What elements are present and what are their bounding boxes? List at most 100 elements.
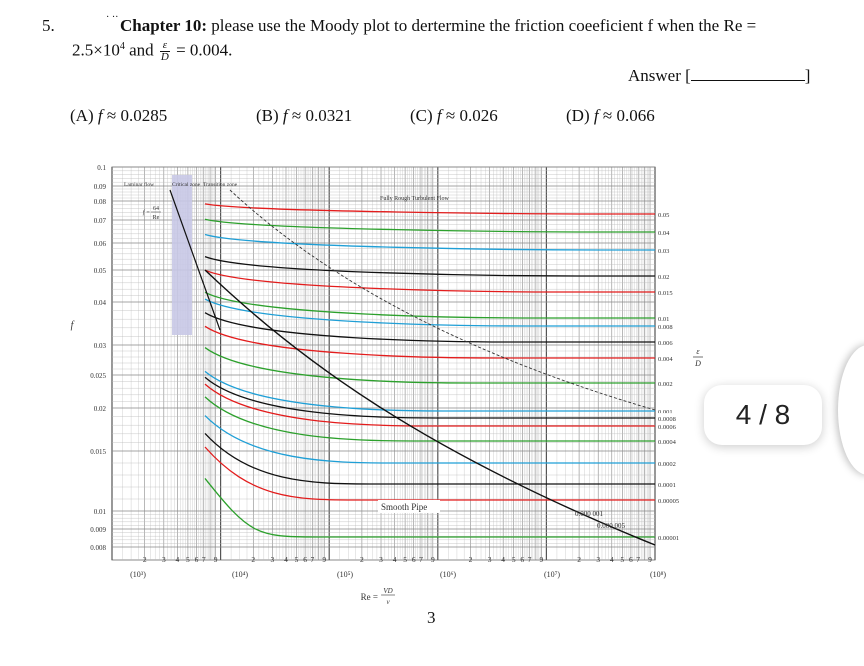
page-sep: / bbox=[759, 399, 767, 430]
answer-blank[interactable] bbox=[690, 66, 805, 81]
x-minor-tick: 9 bbox=[540, 555, 544, 564]
option-value: 0.0321 bbox=[305, 106, 353, 125]
x-minor-tick: 4 bbox=[284, 555, 288, 564]
option-symbol: f bbox=[593, 106, 599, 125]
roughness-curve bbox=[204, 415, 655, 464]
question-number: 5. bbox=[42, 16, 55, 35]
page-current: 4 bbox=[735, 399, 752, 430]
laminar-eq-lhs: f = bbox=[143, 209, 150, 216]
option-approx: ≈ bbox=[106, 106, 117, 125]
critical-zone-label: Critical zone bbox=[172, 182, 201, 188]
y-tick-label: 0.008 bbox=[90, 544, 106, 552]
tiny-roughness-label: 0.000 005 bbox=[597, 522, 626, 530]
roughness-label: 0.008 bbox=[658, 324, 673, 331]
right-label-bg bbox=[656, 458, 686, 467]
fully-rough-label: Fully Rough Turbulent Flow bbox=[380, 196, 450, 202]
option-letter: (A) bbox=[70, 106, 94, 125]
option-c[interactable]: (C) f ≈ 0.026 bbox=[410, 106, 498, 126]
option-letter: (B) bbox=[256, 106, 279, 125]
roughness-curve bbox=[204, 383, 655, 427]
chart-labels: 0.10.090.080.070.060.050.040.030.0250.02… bbox=[71, 164, 703, 606]
y-tick-label: 0.05 bbox=[94, 267, 107, 275]
rough-boundary-dashed bbox=[229, 189, 656, 411]
roughness-curve bbox=[204, 478, 655, 538]
decorative-marks: · ·· bbox=[106, 12, 119, 23]
y-tick-label: 0.08 bbox=[94, 198, 107, 206]
roughness-label: 0.0004 bbox=[658, 439, 677, 446]
re-num: VD bbox=[383, 587, 392, 595]
answer-field[interactable]: Answer [] bbox=[628, 66, 810, 86]
right-label-bg bbox=[656, 287, 686, 296]
x-minor-tick: 7 bbox=[636, 555, 640, 564]
page-total: 8 bbox=[774, 399, 791, 430]
x-minor-tick: 4 bbox=[176, 555, 180, 564]
fraction-denominator: D bbox=[160, 51, 169, 63]
option-symbol: f bbox=[436, 106, 442, 125]
x-minor-tick: 3 bbox=[596, 555, 600, 564]
roughness-label: 0.002 bbox=[658, 381, 673, 388]
x-minor-tick: 2 bbox=[577, 555, 581, 564]
x-minor-tick: 5 bbox=[186, 555, 190, 564]
option-letter: (D) bbox=[566, 106, 590, 125]
x-minor-tick: 3 bbox=[271, 555, 275, 564]
right-label-bg bbox=[656, 406, 686, 415]
roughness-curve bbox=[204, 269, 655, 293]
right-label-bg bbox=[656, 532, 686, 541]
roughness-curve bbox=[204, 255, 655, 277]
x-minor-tick: 6 bbox=[520, 555, 524, 564]
y-tick-label: 0.01 bbox=[94, 508, 107, 516]
x-decade-label: (10⁵) bbox=[337, 570, 353, 579]
x-minor-tick: 5 bbox=[620, 555, 624, 564]
right-axis-denominator: D bbox=[694, 359, 701, 368]
right-label-bg bbox=[656, 337, 686, 346]
x-decade-label: (10⁸) bbox=[650, 570, 666, 579]
x-minor-tick: 5 bbox=[512, 555, 516, 564]
reynolds-exponent: 4 bbox=[119, 40, 125, 52]
right-label-bg bbox=[656, 227, 686, 236]
x-minor-tick: 2 bbox=[251, 555, 255, 564]
y-axis-label: f bbox=[71, 320, 75, 331]
right-axis-numerator: ε bbox=[696, 347, 700, 356]
option-d[interactable]: (D) f ≈ 0.066 bbox=[566, 106, 655, 126]
option-b[interactable]: (B) f ≈ 0.0321 bbox=[256, 106, 352, 126]
right-label-bg bbox=[656, 321, 686, 330]
re-label: Re = bbox=[361, 592, 378, 602]
x-minor-tick: 5 bbox=[403, 555, 407, 564]
right-label-bg bbox=[656, 378, 686, 387]
x-minor-tick: 9 bbox=[322, 555, 326, 564]
option-letter: (C) bbox=[410, 106, 433, 125]
roughness-label: 0.0001 bbox=[658, 482, 676, 489]
y-tick-label: 0.07 bbox=[94, 217, 107, 225]
critical-zone-band bbox=[172, 175, 192, 335]
laminar-line bbox=[169, 189, 221, 331]
x-minor-tick: 6 bbox=[303, 555, 307, 564]
laminar-eq-num: 64 bbox=[153, 206, 159, 212]
smooth-pipe-label: Smooth Pipe bbox=[381, 502, 427, 512]
option-value: 0.0285 bbox=[120, 106, 168, 125]
roughness-curve bbox=[204, 312, 655, 343]
y-tick-label: 0.1 bbox=[97, 164, 106, 172]
x-minor-tick: 7 bbox=[528, 555, 532, 564]
roughness-label: 0.0006 bbox=[658, 424, 677, 431]
smooth-pipe-curve bbox=[204, 269, 656, 546]
answer-close: ] bbox=[804, 66, 811, 85]
right-label-bg bbox=[656, 479, 686, 488]
y-tick-label: 0.09 bbox=[94, 183, 107, 191]
answer-label: Answer [ bbox=[628, 66, 691, 85]
and-word: and bbox=[129, 40, 154, 60]
x-minor-tick: 4 bbox=[610, 555, 614, 564]
roughness-label: 0.006 bbox=[658, 340, 673, 347]
roughness-label: 0.0002 bbox=[658, 461, 676, 468]
roughness-label: 0.004 bbox=[658, 356, 673, 363]
y-tick-label: 0.06 bbox=[94, 240, 107, 248]
roughness-curve bbox=[204, 376, 655, 419]
x-minor-tick: 3 bbox=[379, 555, 383, 564]
option-a[interactable]: (A) f ≈ 0.0285 bbox=[70, 106, 167, 126]
x-minor-tick: 9 bbox=[214, 555, 218, 564]
y-tick-label: 0.009 bbox=[90, 526, 106, 534]
right-label-bg bbox=[656, 495, 686, 504]
roughness-curve bbox=[204, 446, 655, 501]
roughness-curve bbox=[204, 203, 655, 215]
